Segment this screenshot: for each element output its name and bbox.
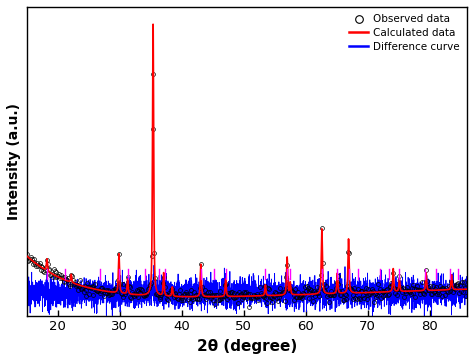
Calculated data: [233, 294, 239, 299]
Calculated data: [186, 295, 191, 299]
Calculated data: [344, 287, 350, 291]
Difference curve: [212, 287, 218, 292]
Difference curve: [451, 291, 456, 295]
Difference curve: [464, 275, 470, 280]
Legend: Observed data, Calculated data, Difference curve: Observed data, Calculated data, Differen…: [347, 12, 462, 54]
Difference curve: [209, 293, 215, 297]
Observed data: [264, 296, 269, 300]
Difference curve: [429, 297, 435, 301]
Difference curve: [344, 298, 349, 303]
Observed data: [236, 290, 242, 295]
Difference curve: [151, 263, 157, 268]
Calculated data: [24, 253, 29, 258]
Line: Calculated data: Calculated data: [27, 24, 467, 297]
X-axis label: 2θ (degree): 2θ (degree): [197, 339, 297, 354]
Calculated data: [212, 295, 218, 299]
Observed data: [151, 71, 156, 76]
Observed data: [455, 284, 460, 288]
Observed data: [246, 304, 252, 309]
Calculated data: [209, 295, 215, 299]
Difference curve: [421, 320, 427, 324]
Observed data: [386, 292, 392, 296]
Calculated data: [429, 288, 435, 292]
Y-axis label: Intensity (a.u.): Intensity (a.u.): [7, 103, 21, 220]
Observed data: [233, 295, 239, 299]
Difference curve: [233, 309, 239, 313]
Line: Observed data: Observed data: [25, 71, 468, 309]
Difference curve: [24, 297, 29, 301]
Observed data: [24, 252, 29, 256]
Line: Difference curve: Difference curve: [27, 265, 467, 322]
Observed data: [287, 286, 293, 290]
Calculated data: [451, 287, 456, 291]
Observed data: [464, 294, 469, 298]
Calculated data: [150, 22, 156, 26]
Calculated data: [464, 287, 470, 291]
